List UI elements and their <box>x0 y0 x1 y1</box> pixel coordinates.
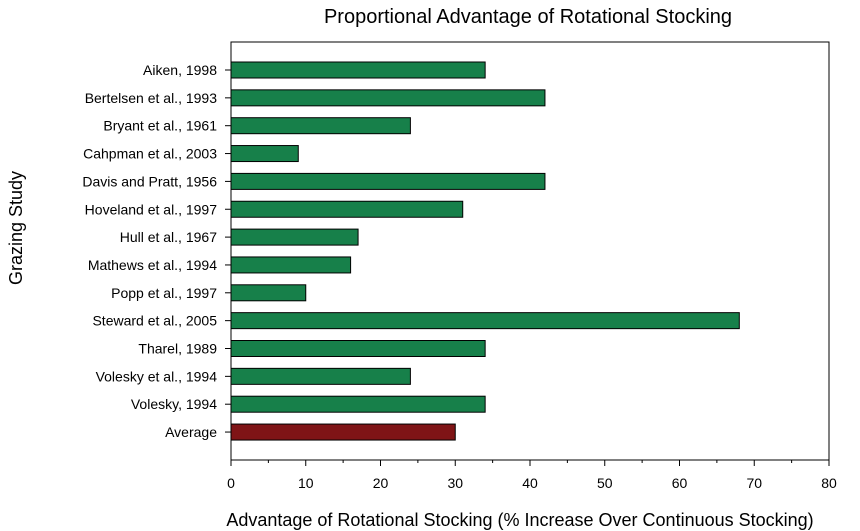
x-tick-label: 60 <box>672 475 688 491</box>
x-axis-ticks: 0 10 20 30 40 50 60 70 80 <box>227 460 837 491</box>
y-category-label: Hull et al., 1967 <box>120 229 217 245</box>
bar-3 <box>230 145 299 163</box>
x-tick-label: 40 <box>522 475 538 491</box>
y-category-label: Mathews et al., 1994 <box>88 257 217 273</box>
y-axis-title: Grazing Study <box>6 171 26 285</box>
y-category-label: Hoveland et al., 1997 <box>85 201 218 217</box>
y-category-label: Steward et al., 2005 <box>92 313 217 329</box>
bar-4 <box>230 172 546 190</box>
chart-title: Proportional Advantage of Rotational Sto… <box>324 6 732 28</box>
y-category-label: Popp et al., 1997 <box>111 285 217 301</box>
bar-average <box>230 423 456 441</box>
x-tick-label: 0 <box>227 475 235 491</box>
bar-9 <box>230 312 740 330</box>
y-category-label: Bryant et al., 1961 <box>103 118 217 134</box>
y-category-label: Average <box>165 424 217 440</box>
bar-5 <box>230 200 464 218</box>
x-tick-label: 10 <box>298 475 314 491</box>
x-tick-label: 30 <box>447 475 463 491</box>
bar-7 <box>230 256 352 274</box>
x-tick-label: 70 <box>746 475 762 491</box>
bar-6 <box>230 228 359 246</box>
x-axis-title: Advantage of Rotational Stocking (% Incr… <box>226 510 813 530</box>
y-category-label: Aiken, 1998 <box>143 62 217 78</box>
x-tick-label: 20 <box>373 475 389 491</box>
y-category-label: Bertelsen et al., 1993 <box>85 90 218 106</box>
y-category-label: Davis and Pratt, 1956 <box>82 173 217 189</box>
bar-2 <box>230 117 411 135</box>
bar-12 <box>230 395 486 413</box>
y-category-label: Tharel, 1989 <box>138 341 217 357</box>
bar-10 <box>230 340 486 357</box>
x-tick-label: 80 <box>821 475 837 491</box>
y-category-label: Volesky et al., 1994 <box>96 368 218 384</box>
y-category-label: Volesky, 1994 <box>131 396 217 412</box>
bar-1 <box>230 89 546 107</box>
bar-0 <box>230 61 486 79</box>
bar-11 <box>230 367 411 385</box>
bars-group <box>230 61 740 441</box>
x-tick-label: 50 <box>597 475 613 491</box>
bar-8 <box>230 284 307 302</box>
y-axis-category-labels: Aiken, 1998 Bertelsen et al., 1993 Bryant … <box>82 62 231 440</box>
y-category-label: Cahpman et al., 2003 <box>83 146 217 162</box>
